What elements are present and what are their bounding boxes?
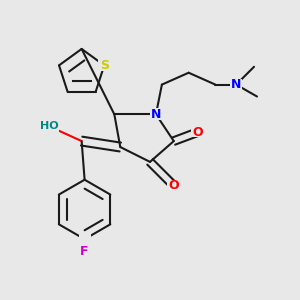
Bar <box>98 59 111 71</box>
Text: S: S <box>100 59 109 72</box>
Text: F: F <box>80 244 89 258</box>
Bar <box>150 108 162 120</box>
Text: N: N <box>151 108 161 121</box>
Text: O: O <box>192 126 203 139</box>
Bar <box>38 120 59 132</box>
Bar <box>191 127 204 137</box>
Text: N: N <box>231 78 242 91</box>
Text: O: O <box>169 179 179 192</box>
Bar <box>167 181 181 191</box>
Bar <box>79 233 91 245</box>
Text: HO: HO <box>40 121 58 131</box>
Bar <box>230 79 242 91</box>
